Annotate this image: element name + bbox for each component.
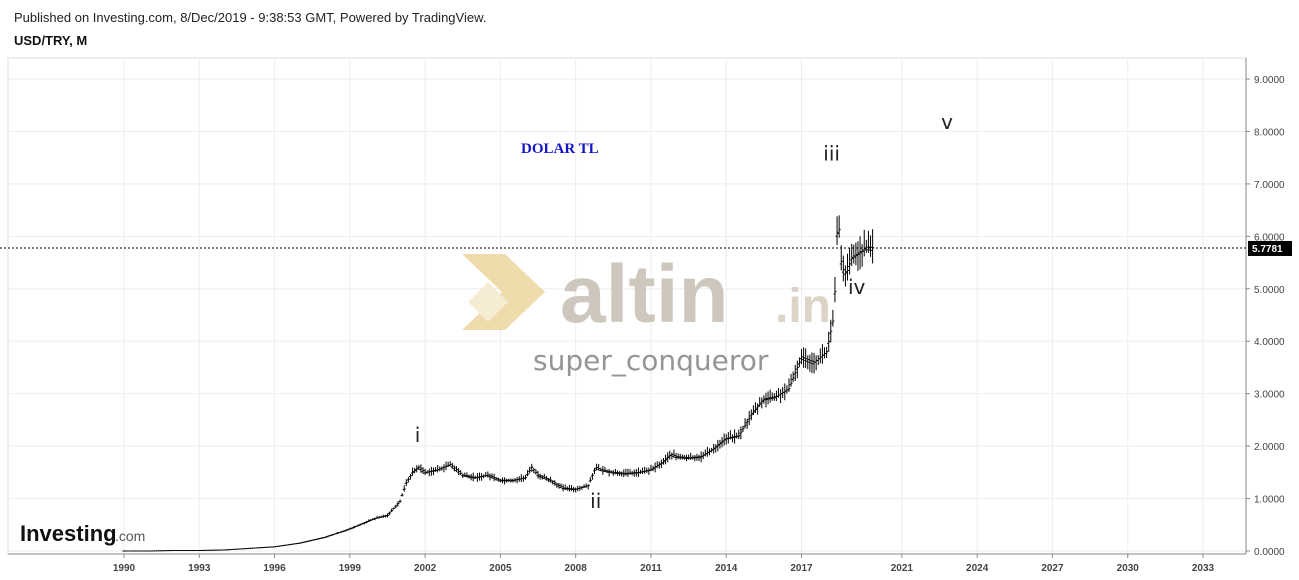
y-tick-label: 4.0000 xyxy=(1254,337,1285,348)
symbol-title: USD/TRY, M xyxy=(14,33,88,48)
investing-dotcom: .com xyxy=(115,528,145,544)
investing-wordmark: Investing xyxy=(20,521,117,546)
x-tick-label: 2014 xyxy=(715,563,738,574)
x-tick-label: 1999 xyxy=(339,563,362,574)
wave-label-i: i xyxy=(415,423,421,447)
y-tick-label: 2.0000 xyxy=(1254,442,1285,453)
x-tick-label: 2008 xyxy=(565,563,588,574)
wave-label-v: v xyxy=(941,110,953,134)
y-tick-label: 5.0000 xyxy=(1254,285,1285,296)
y-tick-label: 0.0000 xyxy=(1254,547,1285,558)
x-tick-label: 2005 xyxy=(489,563,512,574)
x-axis: 1990 1993 1996 1999 2002 2005 2008 2011 2014 2017… xyxy=(8,553,1246,574)
x-tick-label: 1996 xyxy=(263,563,286,574)
y-tick-label: 3.0000 xyxy=(1254,390,1285,401)
x-tick-label: 2017 xyxy=(790,563,813,574)
wave-label-iv: iv xyxy=(848,275,866,299)
last-price-badge: 5.7781 xyxy=(1248,240,1292,256)
x-tick-label: 2027 xyxy=(1041,563,1064,574)
plot-area xyxy=(7,57,1247,555)
x-tick-label: 2011 xyxy=(640,563,662,574)
watermark-brand: altin xyxy=(560,249,729,340)
x-tick-label: 2002 xyxy=(414,563,437,574)
x-tick-label: 2033 xyxy=(1192,563,1215,574)
y-tick-label: 6.0000 xyxy=(1254,232,1285,243)
last-price-label: 5.7781 xyxy=(1252,244,1283,255)
x-tick-label: 2021 xyxy=(891,563,914,574)
y-axis: 0.0000 1.0000 2.0000 3.0000 4.0000 5.0000 6.00… xyxy=(1245,58,1285,558)
x-tick-label: 2030 xyxy=(1117,563,1140,574)
x-tick-label: 1993 xyxy=(188,563,211,574)
altin-logo-icon xyxy=(462,254,545,330)
investing-logo[interactable]: Investing .com xyxy=(20,521,145,546)
x-tick-label: 1990 xyxy=(113,563,136,574)
grid xyxy=(8,58,1246,554)
y-tick-label: 7.0000 xyxy=(1254,180,1285,191)
y-tick-label: 9.0000 xyxy=(1254,75,1285,86)
x-tick-label: 2024 xyxy=(966,563,989,574)
wave-label-iii: iii xyxy=(823,141,840,165)
y-tick-label: 8.0000 xyxy=(1254,127,1285,138)
published-notice: Published on Investing.com, 8/Dec/2019 -… xyxy=(14,10,487,25)
watermark-suffix: .in xyxy=(775,280,831,333)
price-bars xyxy=(122,215,875,552)
annotation-dolar-tl: DOLAR TL xyxy=(521,141,599,157)
watermark-user: super_conqueror xyxy=(533,344,769,377)
y-tick-label: 1.0000 xyxy=(1254,495,1285,506)
wave-label-ii: ii xyxy=(590,489,601,513)
watermark: altin .in super_conqueror xyxy=(462,249,831,377)
